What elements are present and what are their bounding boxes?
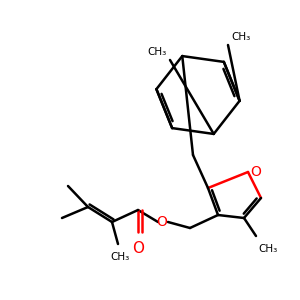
Text: CH₃: CH₃ xyxy=(148,47,167,57)
Text: CH₃: CH₃ xyxy=(110,252,130,262)
Text: O: O xyxy=(157,215,167,229)
Text: CH₃: CH₃ xyxy=(258,244,277,254)
Text: CH₃: CH₃ xyxy=(231,32,250,42)
Text: O: O xyxy=(250,165,261,179)
Text: O: O xyxy=(132,241,144,256)
